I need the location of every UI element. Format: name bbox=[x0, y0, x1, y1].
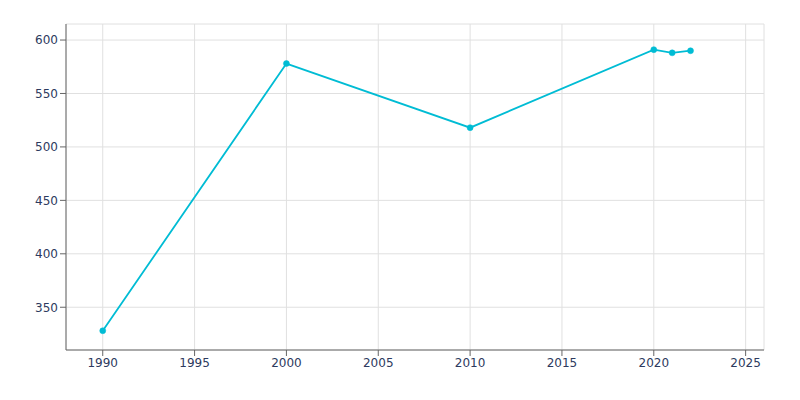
svg-text:2015: 2015 bbox=[547, 356, 578, 370]
svg-text:350: 350 bbox=[35, 301, 58, 315]
svg-text:1990: 1990 bbox=[87, 356, 118, 370]
svg-text:2005: 2005 bbox=[363, 356, 394, 370]
svg-text:400: 400 bbox=[35, 247, 58, 261]
svg-text:2025: 2025 bbox=[730, 356, 761, 370]
svg-text:2000: 2000 bbox=[271, 356, 302, 370]
svg-text:2020: 2020 bbox=[639, 356, 670, 370]
svg-text:1995: 1995 bbox=[179, 356, 210, 370]
svg-text:550: 550 bbox=[35, 87, 58, 101]
svg-text:600: 600 bbox=[35, 33, 58, 47]
svg-text:2010: 2010 bbox=[455, 356, 486, 370]
svg-text:500: 500 bbox=[35, 140, 58, 154]
svg-text:450: 450 bbox=[35, 194, 58, 208]
